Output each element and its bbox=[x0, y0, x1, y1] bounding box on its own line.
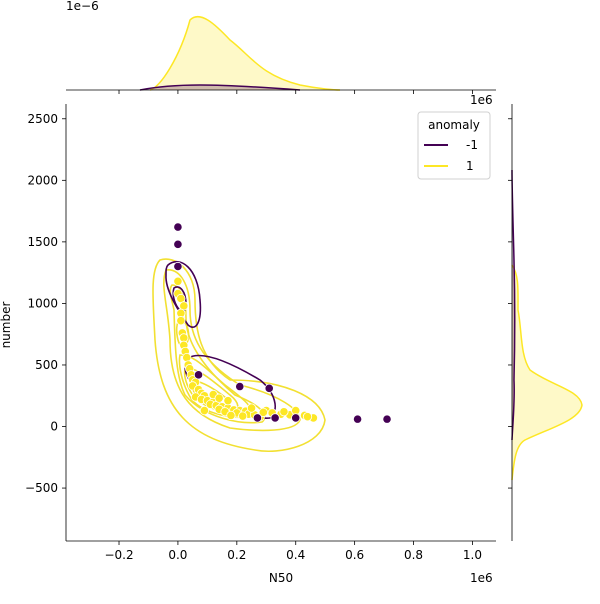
scatter-point-anomaly-1 bbox=[279, 407, 289, 417]
joint-axes: −0.2 0.0 0.2 0.4 0.6 0.8 1.0 −500 0 500 1000 1500 2… bbox=[0, 90, 512, 585]
legend-box bbox=[417, 111, 491, 180]
scatter-layer bbox=[173, 222, 392, 424]
legend-label-1: 1 bbox=[466, 159, 474, 173]
scatter-point-anomaly-neg1 bbox=[193, 370, 204, 380]
right-marginal: 1e6 bbox=[470, 93, 583, 541]
x-tick-label: 0.8 bbox=[404, 548, 423, 562]
y-tick-label: 1500 bbox=[27, 235, 58, 249]
legend-label-neg1: -1 bbox=[466, 138, 478, 152]
scatter-point-anomaly-1 bbox=[238, 411, 248, 421]
top-kde-anomaly-neg1-line bbox=[139, 84, 301, 91]
y-tick-label: 2000 bbox=[27, 173, 58, 187]
kde-contour-1-outer bbox=[152, 258, 326, 452]
scatter-point-anomaly-neg1 bbox=[252, 413, 263, 423]
y-ticks: −500 0 500 1000 1500 2000 2500 bbox=[25, 112, 512, 495]
right-kde-anomaly-1-fill bbox=[512, 265, 582, 480]
x-tick-label: 1.0 bbox=[463, 548, 482, 562]
scatter-point-anomaly-neg1 bbox=[173, 261, 183, 272]
scatter-point-anomaly-1 bbox=[246, 403, 257, 413]
legend: anomaly -1 1 bbox=[417, 111, 491, 180]
scatter-point-anomaly-1 bbox=[173, 276, 183, 286]
kde-contour-1-level2 bbox=[163, 269, 301, 432]
right-marginal-offset-label: 1e6 bbox=[470, 93, 493, 107]
scatter-point-anomaly-1 bbox=[182, 352, 192, 363]
scatter-point-anomaly-neg1 bbox=[173, 239, 183, 249]
scatter-point-anomaly-1 bbox=[258, 407, 268, 417]
top-kde-anomaly-neg1-fill bbox=[140, 85, 300, 90]
scatter-point-anomaly-1 bbox=[176, 316, 186, 326]
scatter-point-anomaly-neg1 bbox=[352, 414, 363, 424]
scatter-point-anomaly-neg1 bbox=[291, 413, 301, 423]
scatter-point-anomaly-1 bbox=[302, 412, 313, 422]
legend-title: anomaly bbox=[428, 118, 480, 132]
top-marginal-offset-label: 1e−6 bbox=[66, 0, 99, 13]
y-tick-label: 2500 bbox=[27, 112, 58, 126]
x-tick-label: −0.2 bbox=[104, 548, 133, 562]
x-tick-label: 0.6 bbox=[345, 548, 364, 562]
x-axis-label: N50 bbox=[269, 571, 293, 585]
right-kde-anomaly-neg1-line bbox=[511, 169, 516, 441]
scatter-point-anomaly-neg1 bbox=[264, 383, 274, 393]
scatter-point-anomaly-neg1 bbox=[382, 414, 392, 424]
y-tick-label: 500 bbox=[35, 358, 58, 372]
scatter-point-anomaly-neg1 bbox=[173, 222, 183, 232]
y-axis-label: number bbox=[0, 302, 13, 349]
y-tick-label: −500 bbox=[25, 481, 58, 495]
x-tick-label: 0.0 bbox=[168, 548, 187, 562]
top-marginal: 1e−6 bbox=[66, 0, 496, 91]
scatter-point-anomaly-neg1 bbox=[270, 413, 280, 423]
right-kde-anomaly-1-line bbox=[511, 264, 583, 481]
scatter-point-anomaly-neg1 bbox=[235, 381, 245, 392]
x-tick-label: 0.4 bbox=[286, 548, 305, 562]
scatter-point-anomaly-1 bbox=[226, 410, 236, 421]
top-kde-anomaly-1-line bbox=[149, 15, 341, 91]
scatter-point-anomaly-1 bbox=[199, 405, 210, 416]
y-tick-label: 1000 bbox=[27, 296, 58, 310]
scatter-point-anomaly-1 bbox=[223, 396, 233, 406]
x-ticks: −0.2 0.0 0.2 0.4 0.6 0.8 1.0 bbox=[104, 90, 482, 562]
x-tick-label: 0.2 bbox=[227, 548, 246, 562]
kde-contour-neg1-upper bbox=[165, 260, 202, 328]
kde-contour-1-level3 bbox=[169, 284, 266, 424]
scatter-point-anomaly-1 bbox=[214, 393, 224, 403]
x-offset-label: 1e6 bbox=[470, 571, 493, 585]
y-tick-label: 0 bbox=[50, 420, 58, 434]
